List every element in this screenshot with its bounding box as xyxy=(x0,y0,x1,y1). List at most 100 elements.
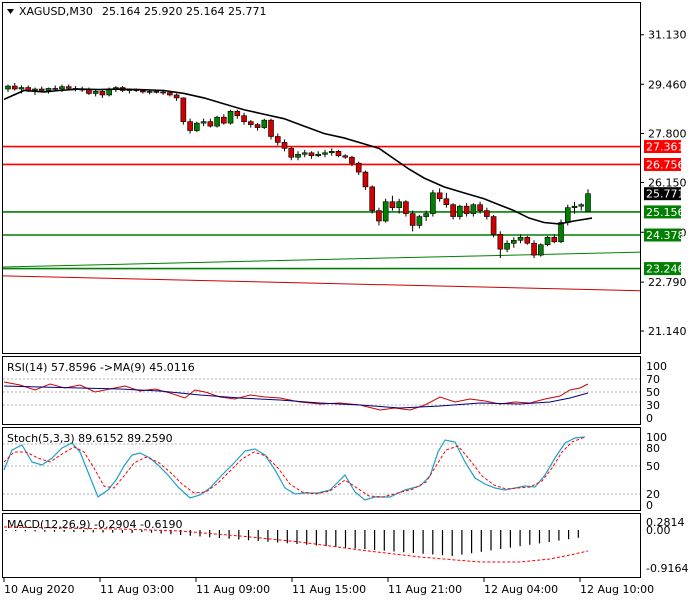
channel-line-green xyxy=(2,251,641,268)
candle-body xyxy=(234,110,241,117)
candle-body xyxy=(403,201,409,214)
candle-body xyxy=(52,88,59,90)
price-tick-label: 29.460 xyxy=(648,78,687,91)
candle-body xyxy=(261,119,268,128)
candle-body xyxy=(571,205,578,208)
price-level-tag-label: 25.156 xyxy=(646,206,685,219)
price-axis: 31.13029.46027.80026.15024.47022.79021.1… xyxy=(640,29,687,338)
ohlc-label: 25.164 25.920 25.164 25.771 xyxy=(102,5,266,18)
candle-body xyxy=(349,156,355,164)
candle-body xyxy=(268,119,274,137)
stoch-pane-border xyxy=(2,427,641,511)
candle-body xyxy=(531,242,537,256)
candle-body xyxy=(416,216,423,226)
price-tick-label: 22.790 xyxy=(648,276,687,289)
price-tick-label: 31.130 xyxy=(648,29,687,42)
price-level-tag-label: 24.378 xyxy=(646,229,685,242)
candle-body xyxy=(308,152,315,157)
candle-body xyxy=(585,193,591,212)
symbol-label: XAGUSD,M30 xyxy=(19,5,93,18)
price-level-lines xyxy=(3,145,640,270)
candle-body xyxy=(490,216,497,235)
candle-body xyxy=(167,92,173,96)
candle-body xyxy=(564,207,571,223)
candle-body xyxy=(241,115,247,122)
time-tick-label: 11 Aug 21:00 xyxy=(388,583,462,596)
candle-body xyxy=(59,86,65,90)
candle-body xyxy=(430,192,436,214)
candle-body xyxy=(443,198,450,205)
candle-body xyxy=(524,237,531,244)
candle-body xyxy=(362,171,369,188)
candle-body xyxy=(160,91,166,94)
candle-body xyxy=(227,110,234,124)
current-price-label: 25.771 xyxy=(646,188,685,201)
stoch-axis-80: 80 xyxy=(646,442,660,455)
price-tick-label: 21.140 xyxy=(648,325,687,338)
macd-histogram xyxy=(5,530,579,556)
candle-body xyxy=(477,204,483,211)
candle-body xyxy=(65,86,72,89)
candle-body xyxy=(328,151,335,154)
symbol-dropdown-icon[interactable] xyxy=(7,9,14,14)
price-level-tag-bg xyxy=(644,140,681,154)
macd-pane-border xyxy=(2,513,641,578)
candle-body xyxy=(288,148,295,158)
candle-body xyxy=(558,222,564,243)
rsi-axis-50: 50 xyxy=(646,386,660,399)
candle-body xyxy=(551,237,558,243)
time-tick-label: 10 Aug 2020 xyxy=(4,583,74,596)
time-tick-label: 11 Aug 15:00 xyxy=(292,583,366,596)
price-level-tag-bg xyxy=(644,157,681,171)
candle-body xyxy=(396,201,402,208)
price-level-tag-bg xyxy=(644,262,681,276)
stoch-axis-100: 100 xyxy=(646,431,667,444)
candle-body xyxy=(254,124,261,128)
rsi-axis-100: 100 xyxy=(646,360,667,373)
candle-body xyxy=(140,90,146,93)
stoch-signal-line xyxy=(3,436,586,498)
rsi-axis-0: 0 xyxy=(646,412,653,425)
candle-body xyxy=(18,87,25,90)
candle-body xyxy=(281,142,288,149)
time-tick-label: 12 Aug 04:00 xyxy=(484,583,558,596)
candle-body xyxy=(247,121,254,125)
candle-body xyxy=(544,237,551,246)
moving-average-line xyxy=(3,88,593,225)
candle-body xyxy=(376,210,382,222)
price-level-tag-bg xyxy=(644,205,681,219)
candle-body xyxy=(301,152,308,155)
candle-body xyxy=(517,237,524,241)
candle-body xyxy=(5,85,11,90)
macd-axis-zero: 0.00 xyxy=(646,524,671,537)
price-level-tag-label: 23.246 xyxy=(646,263,685,276)
candle-body xyxy=(214,116,220,127)
candle-body xyxy=(221,116,227,124)
macd-pane: MACD(12,26,9) -0.2904 -0.6190 0.2814 0.0… xyxy=(3,516,688,575)
candle-body xyxy=(497,234,504,250)
price-tick-label: 27.800 xyxy=(648,128,687,141)
candle-body xyxy=(92,91,99,94)
main-pane-border xyxy=(2,2,641,354)
current-price-bg xyxy=(644,187,681,201)
candle-body xyxy=(99,91,106,96)
candle-body xyxy=(369,186,375,211)
rsi-label: RSI(14) 57.8596 ->MA(9) 45.0116 xyxy=(7,361,195,374)
candle-body xyxy=(295,153,301,158)
candle-body xyxy=(32,88,38,91)
candle-body xyxy=(423,213,429,217)
time-tick-label: 12 Aug 10:00 xyxy=(580,583,654,596)
channel-lines xyxy=(2,251,641,292)
price-level-tag-label: 27.361 xyxy=(646,141,685,154)
candle-body xyxy=(537,244,544,256)
candle-body xyxy=(194,122,200,131)
candle-body xyxy=(389,201,396,208)
candle-body xyxy=(335,151,342,157)
price-level-tags: 27.361 26.756 25.156 24.378 23.246 xyxy=(644,140,685,276)
rsi-pane: RSI(14) 57.8596 ->MA(9) 45.0116 100 70 5… xyxy=(3,360,667,425)
candle-body xyxy=(463,205,470,214)
candle-body xyxy=(187,121,193,131)
candle-body xyxy=(457,205,463,217)
main-pane xyxy=(2,83,641,292)
